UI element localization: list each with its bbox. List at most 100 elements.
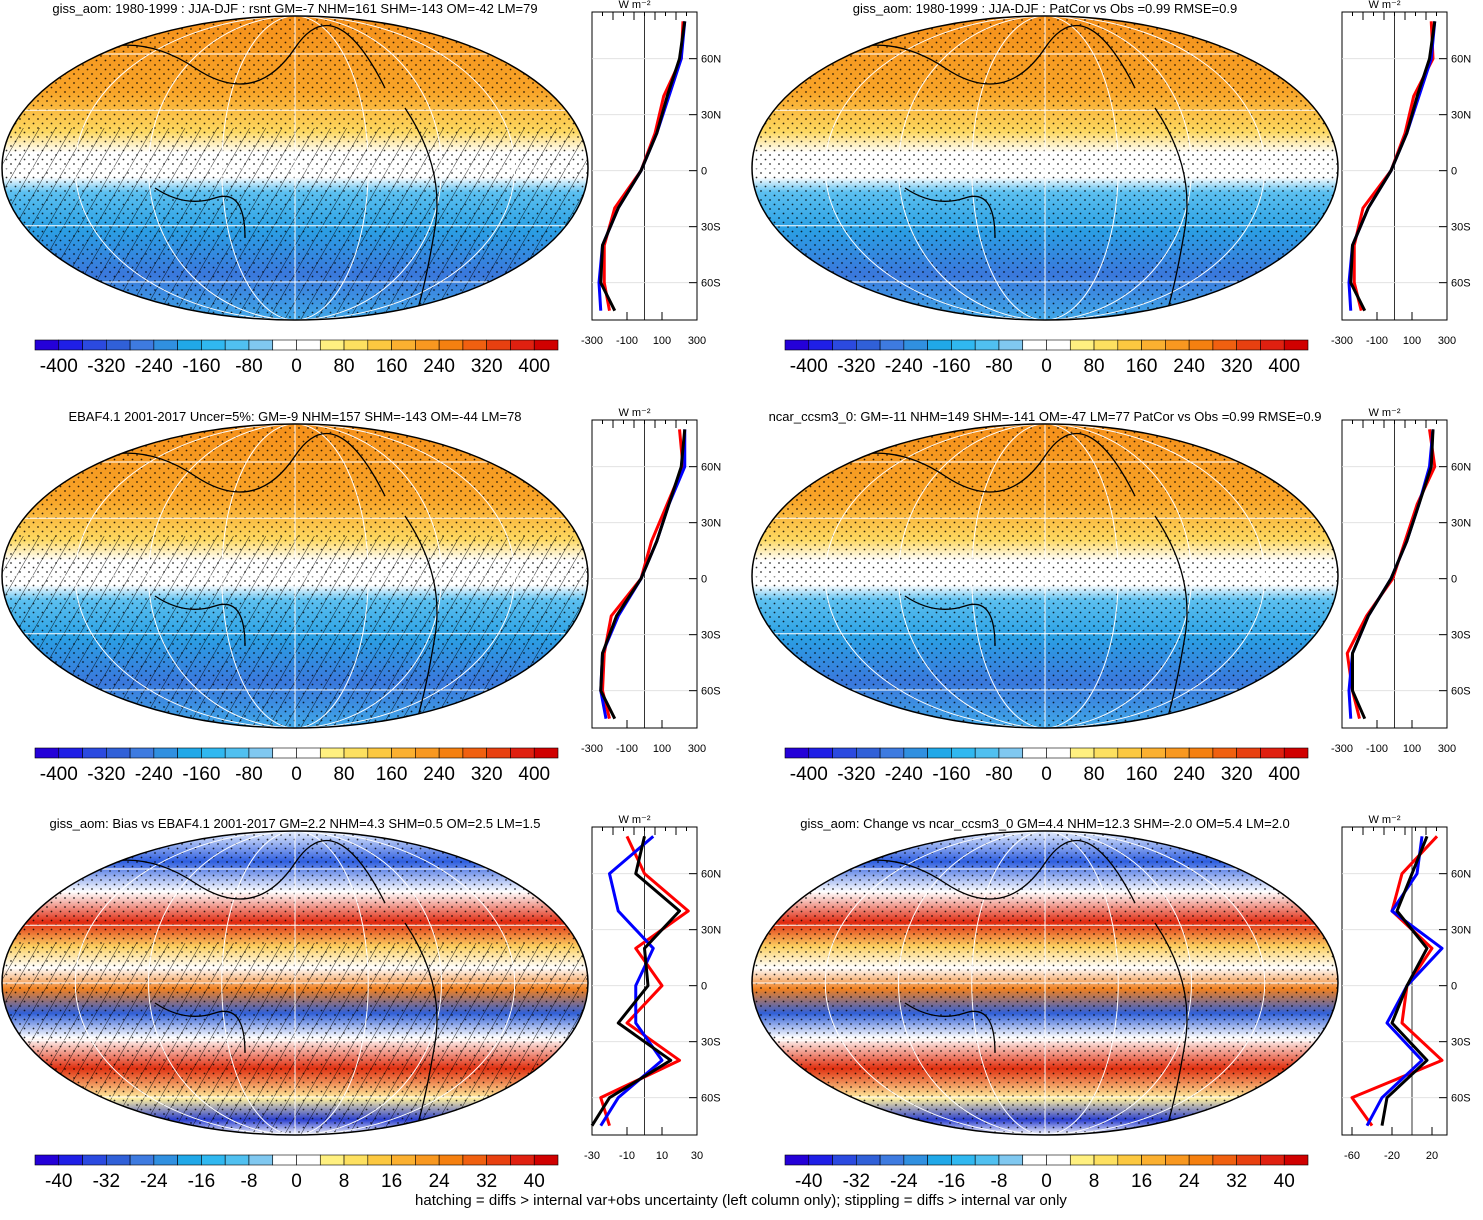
colorbar-box (462, 339, 487, 351)
colorbar-label: 0 (1041, 1171, 1052, 1192)
colorbar-box (998, 747, 1024, 759)
colorbar-label: 0 (1041, 356, 1052, 377)
colorbar-box (927, 1154, 952, 1166)
map-title: giss_aom: Bias vs EBAF4.1 2001-2017 GM=2… (50, 816, 541, 831)
colorbar-box (974, 1154, 1000, 1166)
unit-label: W m⁻² (618, 0, 650, 11)
colorbar-box (951, 747, 976, 759)
colorbar-label: 160 (376, 764, 408, 785)
colorbar-label: -320 (87, 356, 125, 377)
colorbar-box (438, 747, 464, 759)
colorbar-label: -240 (135, 764, 173, 785)
colorbar-label: 320 (1221, 764, 1253, 785)
colorbar-label: -240 (885, 764, 923, 785)
colorbar-box (248, 1154, 274, 1166)
zonal-line (1349, 21, 1437, 312)
colorbar-label: 400 (518, 764, 550, 785)
colorbar-box (951, 1154, 976, 1166)
y-tick-label: 60S (701, 1093, 721, 1105)
x-tick-label: -300 (581, 335, 603, 347)
colorbar-box (832, 1154, 857, 1166)
colorbar-label: 320 (1221, 356, 1253, 377)
y-tick-label: 30S (701, 1037, 721, 1049)
colorbar-box (1069, 1154, 1095, 1166)
colorbar-box (106, 747, 131, 759)
colorbar-box (201, 1154, 226, 1166)
x-tick-label: -100 (1366, 335, 1388, 347)
colorbar-label: -240 (135, 356, 173, 377)
y-tick-label: 0 (1451, 574, 1457, 586)
unit-label: W m⁻² (618, 814, 650, 826)
colorbar-label: -24 (140, 1171, 168, 1192)
x-tick-label: 300 (688, 335, 706, 347)
colorbar-label: 0 (291, 764, 302, 785)
y-tick-label: 0 (701, 166, 707, 178)
colorbar-box (1022, 747, 1047, 759)
colorbar-box (1069, 747, 1095, 759)
map-outline (1, 423, 589, 729)
y-tick-label: 30N (701, 925, 721, 937)
colorbar-box (1141, 339, 1166, 351)
colorbar-label: 0 (1041, 764, 1052, 785)
y-tick-label: 60S (1451, 1093, 1471, 1105)
coastline (74, 432, 438, 727)
colorbar-box (1093, 339, 1119, 351)
map-title: giss_aom: 1980-1999 : JJA-DJF : PatCor v… (853, 1, 1237, 16)
colorbar-box (82, 1154, 107, 1166)
colorbar-box (998, 1154, 1024, 1166)
colorbar-box (808, 1154, 833, 1166)
colorbar-box (1212, 747, 1237, 759)
colorbar-box (1188, 339, 1214, 351)
map-outline (751, 830, 1339, 1136)
colorbar-box (177, 339, 202, 351)
y-tick-label: 0 (701, 981, 707, 993)
colorbar-box (106, 339, 131, 351)
colorbar-box (177, 1154, 202, 1166)
colorbar-label: -80 (235, 356, 262, 377)
colorbar-label: 32 (476, 1171, 497, 1192)
y-tick-label: 0 (701, 574, 707, 586)
map-panel: giss_aom: 1980-1999 : JJA-DJF : PatCor v… (751, 0, 1471, 377)
zonal-line (599, 429, 687, 720)
colorbar-box (486, 339, 511, 351)
colorbar-box (58, 747, 83, 759)
colorbar-label: 400 (1268, 764, 1300, 785)
colorbar-label: -24 (890, 1171, 918, 1192)
x-tick-label: -100 (1366, 743, 1388, 755)
zonal-frame (1341, 826, 1448, 1136)
x-tick-label: -300 (1331, 743, 1353, 755)
zonal-line (599, 835, 664, 1127)
coastline (824, 432, 1188, 727)
colorbar-box (1117, 747, 1142, 759)
zonal-plot: W m⁻² 60N 30N 0 30S 60S -60 -20 20 (1341, 814, 1471, 1162)
y-tick-label: 60N (1451, 54, 1471, 66)
colorbar-label: -240 (885, 356, 923, 377)
colorbar-label: -400 (40, 764, 78, 785)
colorbar-label: 80 (1083, 764, 1104, 785)
colorbar-box (391, 747, 416, 759)
colorbar-label: -40 (795, 1171, 822, 1192)
colorbar-box (832, 747, 857, 759)
colorbar-box (808, 747, 833, 759)
footer-note: hatching = diffs > internal var+obs unce… (415, 1192, 1067, 1209)
map-outline (1, 830, 589, 1136)
colorbar-box (319, 747, 345, 759)
colorbar-label: -80 (985, 764, 1012, 785)
y-tick-label: 0 (1451, 981, 1457, 993)
colorbar-box (784, 1154, 810, 1166)
colorbar-box (224, 339, 250, 351)
map-body (752, 16, 1338, 320)
colorbar-box (856, 339, 881, 351)
colorbar-label: -80 (985, 356, 1012, 377)
colorbar-box (1117, 339, 1142, 351)
colorbar-box (1260, 747, 1285, 759)
map-panel: ncar_ccsm3_0: GM=-11 NHM=149 SHM=-141 OM… (751, 407, 1471, 785)
colorbar-label: -160 (182, 356, 220, 377)
coastline (74, 24, 438, 319)
x-tick-label: -100 (616, 335, 638, 347)
colorbar-label: -16 (938, 1171, 965, 1192)
colorbar-box (34, 1154, 60, 1166)
zonal-line (590, 835, 681, 1127)
colorbar-box (903, 747, 928, 759)
colorbar-box (1236, 747, 1261, 759)
